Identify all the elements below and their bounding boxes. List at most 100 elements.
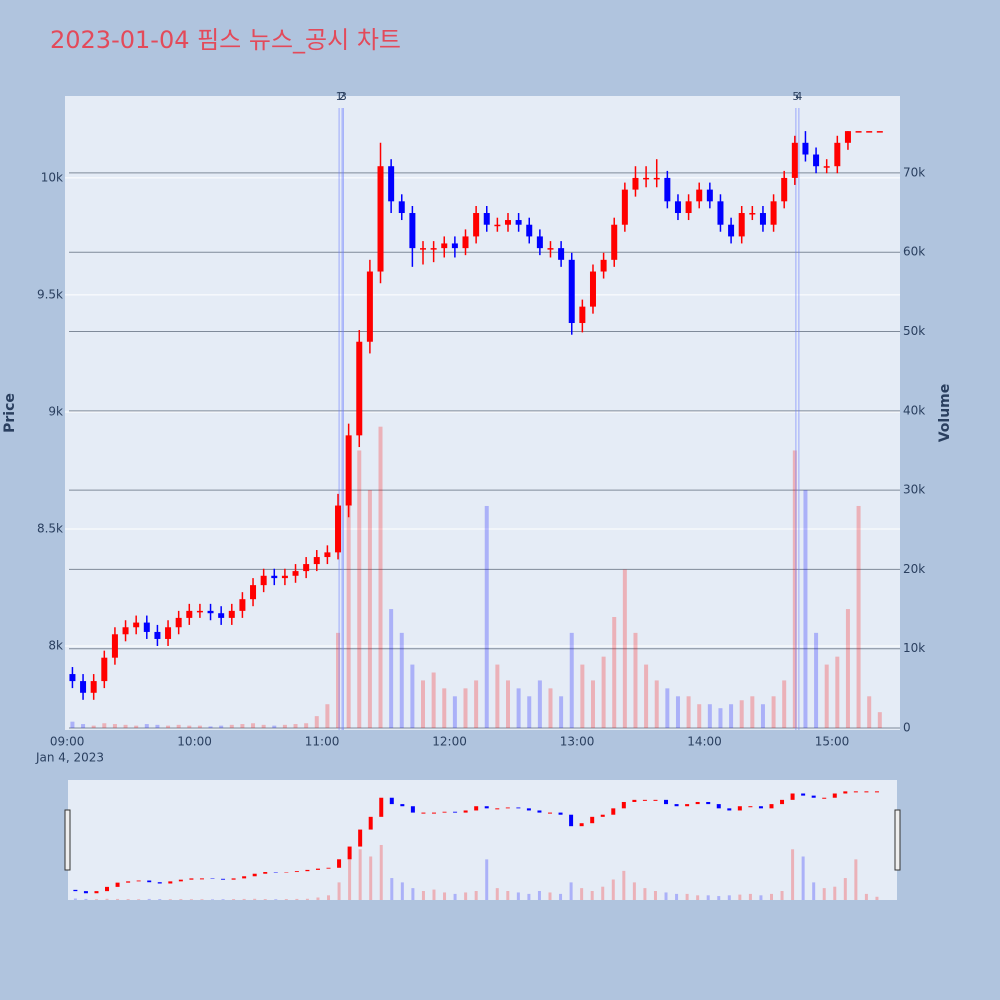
range-handle-left[interactable] — [64, 809, 71, 871]
volume-bar — [176, 724, 181, 729]
volume-bar — [835, 656, 840, 729]
volume-bar — [367, 490, 372, 729]
candle-body — [536, 236, 543, 249]
candle-body — [207, 610, 214, 614]
x-tick-label: 11:00 — [305, 735, 340, 749]
slider-volume-bar — [453, 893, 457, 900]
slider-volume-bar — [833, 886, 837, 900]
slider-volume-bar — [242, 898, 246, 900]
candle-body — [250, 585, 257, 600]
candle-body — [388, 166, 395, 202]
volume-bar — [410, 664, 415, 729]
volume-bar — [112, 724, 117, 729]
slider-volume-bar — [137, 899, 141, 900]
slider-volume-bar — [759, 895, 763, 900]
volume-bar — [91, 725, 96, 729]
slider-volume-bar — [189, 899, 193, 900]
volume-bar — [559, 696, 564, 729]
candle-body — [621, 189, 628, 225]
slider-volume-bar — [822, 888, 826, 900]
volume-bar — [474, 680, 479, 729]
candle-body — [69, 674, 76, 682]
slider-volume-bar — [200, 899, 204, 900]
volume-bar — [580, 664, 585, 729]
candle-body — [218, 613, 225, 618]
volume-bar — [505, 680, 510, 729]
volume-bar — [336, 632, 341, 729]
volume-bar — [484, 505, 489, 729]
volume-bar — [304, 723, 309, 729]
volume-bar — [707, 704, 712, 729]
slider-volume-bar — [854, 859, 858, 900]
slider-volume-bar — [864, 893, 868, 900]
y-axis-title: Price — [2, 393, 18, 433]
annotation-text: 5 — [792, 90, 799, 103]
slider-volume-bar — [643, 888, 647, 900]
x-tick-label: 09:00 — [50, 735, 85, 749]
volume-bar — [601, 656, 606, 729]
volume-bar — [261, 724, 266, 729]
slider-volume-bar — [232, 899, 236, 900]
slider-volume-bar — [569, 882, 573, 900]
candle-body — [526, 224, 533, 237]
slider-volume-bar — [105, 898, 109, 900]
y2-axis-title: Volume — [937, 384, 953, 443]
candle-body — [834, 142, 841, 167]
slider-volume-bar — [685, 893, 689, 900]
slider-volume-bar — [411, 888, 415, 900]
slider-volume-bar — [168, 899, 172, 900]
slider-volume-bar — [611, 879, 615, 900]
candle-body — [802, 142, 809, 155]
slider-volume-bar — [210, 899, 214, 900]
slider-volume-bar — [443, 892, 447, 900]
candle-body — [547, 248, 554, 250]
volume-bar — [622, 569, 627, 729]
slider-volume-bar — [379, 844, 383, 900]
y2-tick-label: 30k — [903, 483, 925, 497]
candle-body — [791, 142, 798, 178]
candle-body — [653, 177, 660, 180]
slider-volume-bar — [801, 856, 805, 900]
candle-body — [228, 610, 235, 618]
slider-volume-bar — [263, 899, 267, 900]
x-tick-label: 14:00 — [687, 735, 722, 749]
volume-bar — [357, 450, 362, 729]
candle-body — [473, 213, 480, 237]
volume-bar — [686, 696, 691, 729]
volume-bar — [102, 723, 107, 729]
y2-tick-label: 50k — [903, 324, 925, 338]
candle-body — [515, 220, 522, 225]
slider-volume-bar — [147, 898, 151, 900]
range-slider[interactable] — [68, 780, 897, 900]
volume-bar — [590, 680, 595, 729]
candle-body — [664, 177, 671, 202]
volume-bar — [697, 704, 702, 729]
candle-body — [409, 213, 416, 249]
candle-body — [728, 224, 735, 237]
annotation-text: 3 — [340, 90, 347, 103]
range-handle-right[interactable] — [894, 809, 901, 871]
slider-volume-bar — [769, 893, 773, 900]
slider-volume-bar — [327, 895, 331, 900]
slider-volume-bar — [506, 891, 510, 900]
volume-bar — [495, 664, 500, 729]
candle-body — [738, 213, 745, 237]
slider-volume-bar — [126, 899, 130, 900]
volume-bar — [729, 704, 734, 729]
volume-bar — [750, 696, 755, 729]
candle-body — [696, 189, 703, 202]
volume-bar — [856, 505, 861, 729]
slider-volume-bar — [706, 895, 710, 900]
candle-body — [260, 575, 267, 586]
slider-volume-bar — [464, 892, 468, 900]
slider-volume-bar — [390, 878, 394, 900]
volume-bar — [633, 632, 638, 729]
slider-volume-bar — [580, 888, 584, 900]
volume-bar — [548, 688, 553, 729]
volume-bar — [282, 724, 287, 729]
slider-volume-bar — [590, 891, 594, 900]
x-tick-label: 10:00 — [177, 735, 212, 749]
candle-body — [451, 243, 458, 249]
candle-body — [420, 248, 427, 250]
